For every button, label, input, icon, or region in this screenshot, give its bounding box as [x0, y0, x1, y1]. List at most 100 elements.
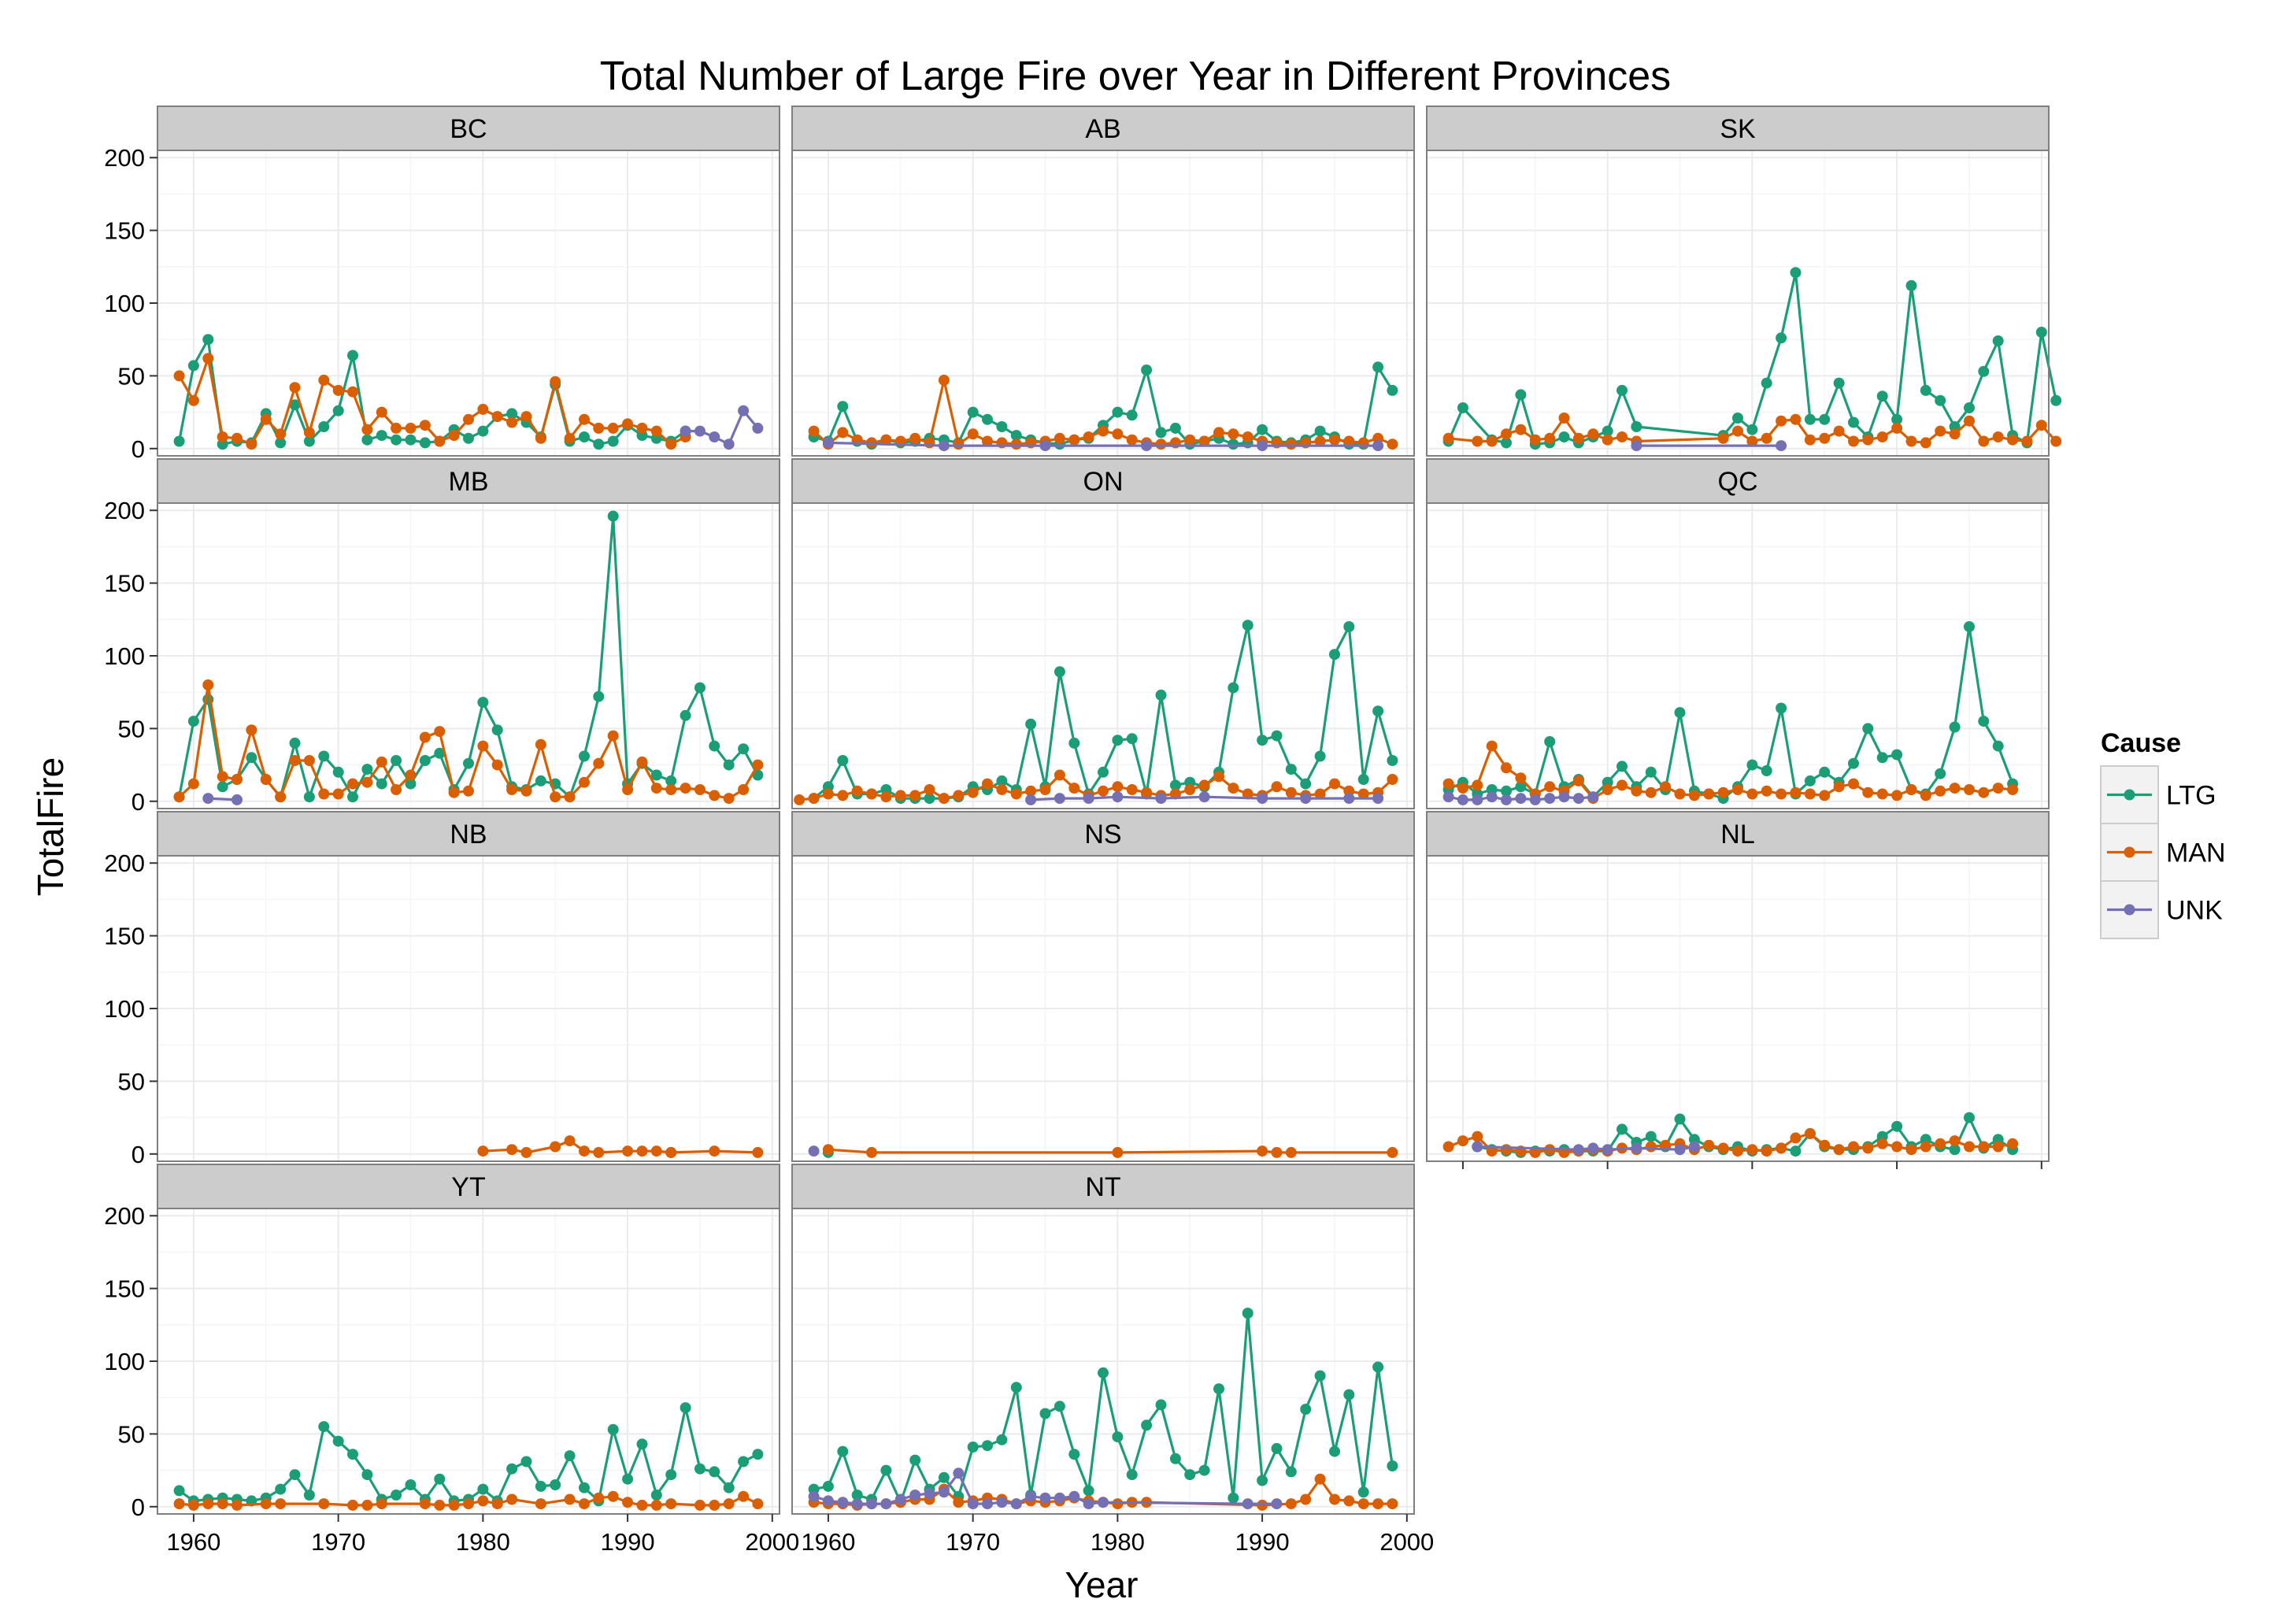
data-point-ltg [1155, 689, 1167, 701]
facet-strip-label: NS [1084, 820, 1121, 849]
series-man [808, 374, 1398, 450]
data-point-man [593, 757, 605, 769]
data-point-man [1949, 428, 1961, 440]
data-point-man [1010, 788, 1022, 800]
data-point-man [1790, 413, 1802, 425]
data-point-ltg [1054, 666, 1065, 678]
data-point-ltg [738, 1456, 750, 1468]
data-point-man [1184, 434, 1196, 446]
data-point-man [2050, 435, 2062, 447]
data-point-man [1964, 415, 1975, 427]
data-point-ltg [1314, 1370, 1326, 1382]
data-point-man [1442, 432, 1454, 444]
data-point-unk [1198, 791, 1210, 803]
data-point-man [1920, 437, 1931, 449]
data-point-ltg [665, 775, 677, 786]
data-point-unk [1257, 440, 1268, 452]
data-point-ltg [1920, 384, 1931, 396]
panel-mb: MB 0 50 100 150 200 [104, 458, 780, 816]
data-point-ltg [217, 781, 228, 793]
data-point-man [1515, 772, 1527, 784]
data-point-man [361, 424, 373, 435]
data-point-man [173, 370, 185, 382]
data-point-unk [1472, 794, 1483, 805]
data-point-ltg [246, 752, 257, 764]
data-point-man [434, 1499, 446, 1511]
data-point-man [564, 432, 576, 444]
data-point-man [1703, 788, 1715, 800]
facet-strip-label: AB [1085, 114, 1120, 144]
data-point-man [391, 784, 402, 795]
data-point-man [822, 788, 834, 800]
data-point-ltg [1876, 390, 1888, 402]
data-point-ltg [1515, 389, 1527, 401]
data-point-man [318, 788, 330, 800]
x-tick-label: 1970 [311, 1528, 365, 1556]
data-point-ltg [924, 793, 935, 805]
data-point-man [405, 422, 417, 434]
gridlines [792, 1208, 1414, 1514]
data-point-unk [808, 1490, 820, 1502]
legend-key-point [2124, 846, 2135, 858]
data-point-man [837, 427, 849, 439]
facet-strip-label: SK [1720, 114, 1756, 144]
data-point-ltg [1198, 1464, 1210, 1476]
data-point-man [1992, 1141, 2004, 1153]
data-point-man [1068, 434, 1080, 446]
y-axis: 0 50 100 150 200 [104, 1202, 157, 1521]
data-point-ltg [1126, 1469, 1138, 1481]
data-point-man [622, 1146, 634, 1157]
data-point-ltg [1964, 621, 1975, 632]
data-point-man [347, 1499, 358, 1511]
data-point-man [938, 793, 950, 805]
y-tick-label: 100 [104, 642, 145, 670]
data-point-man [1572, 775, 1584, 786]
data-point-man [1387, 1146, 1398, 1158]
data-point-man [1372, 1498, 1384, 1510]
data-point-man [1387, 1498, 1398, 1510]
data-point-man [1992, 431, 2004, 442]
data-point-man [1126, 784, 1138, 795]
data-point-ltg [1343, 1389, 1355, 1401]
data-point-man [1387, 774, 1398, 785]
data-point-unk [1631, 440, 1642, 452]
data-point-ltg [1964, 1112, 1975, 1123]
data-point-unk [694, 425, 705, 437]
data-point-unk [1529, 794, 1541, 805]
data-point-man [665, 1146, 677, 1158]
data-point-man [246, 724, 257, 736]
series-line-unk [1031, 795, 1379, 801]
series-man [1442, 413, 2062, 449]
series-man [477, 1135, 764, 1158]
data-point-man [1155, 439, 1167, 450]
data-point-ltg [187, 716, 199, 727]
data-point-man [822, 1144, 834, 1156]
data-point-ltg [1010, 430, 1022, 442]
data-point-man [1616, 779, 1628, 791]
facet-strip-label: ON [1083, 467, 1124, 497]
data-point-man [202, 1498, 214, 1510]
data-point-man [1935, 1138, 1946, 1149]
data-point-ltg [1257, 424, 1268, 435]
data-point-ltg [564, 1450, 576, 1462]
data-point-unk [1688, 1141, 1700, 1153]
data-point-ltg [996, 775, 1008, 786]
legend-key-point [2124, 904, 2135, 916]
data-point-ltg [880, 1464, 892, 1476]
data-point-man [477, 1146, 489, 1157]
data-point-ltg [1155, 1399, 1167, 1411]
data-point-man [1862, 1142, 1874, 1154]
data-point-man [665, 784, 677, 795]
data-point-unk [1010, 1498, 1022, 1510]
data-point-ltg [173, 1485, 185, 1497]
data-point-man [723, 793, 735, 805]
data-point-man [1126, 434, 1138, 446]
data-point-ltg [1112, 1431, 1124, 1443]
data-point-man [1112, 1146, 1124, 1158]
series-unk [202, 793, 243, 805]
data-point-man [332, 384, 344, 396]
facet-strip-label: BC [450, 114, 487, 144]
x-tick-label: 1960 [166, 1528, 220, 1556]
data-point-ltg [1819, 766, 1831, 778]
data-point-man [694, 1499, 705, 1511]
